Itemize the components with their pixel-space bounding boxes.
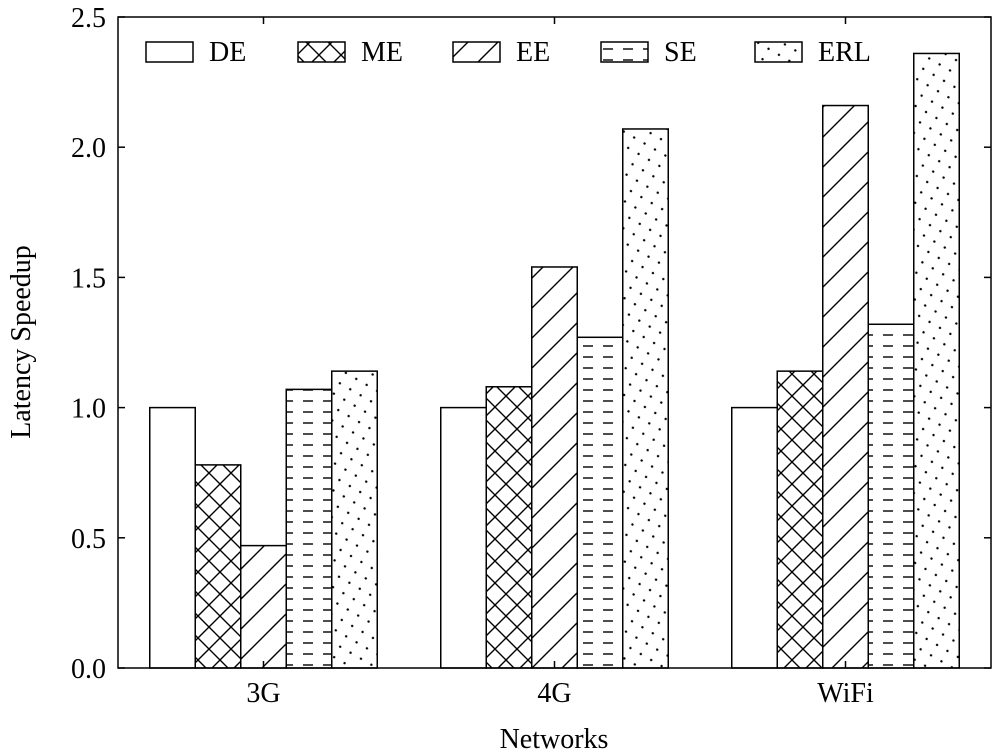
legend-label-de: DE	[209, 37, 246, 68]
y-tick-label: 2.0	[71, 133, 106, 164]
x-tick-label: WiFi	[817, 678, 874, 709]
x-axis-title: Networks	[500, 724, 609, 755]
legend-label-se: SE	[664, 37, 697, 68]
bar-se-4g	[576, 336, 624, 669]
legend-swatch-ee	[452, 41, 501, 63]
y-tick-label: 1.5	[71, 263, 106, 294]
bar-erl-4g	[622, 128, 669, 669]
bar-me-wifi	[776, 370, 824, 669]
legend-swatch-se	[600, 41, 649, 63]
legend-swatch-me	[297, 41, 346, 63]
y-tick-label: 0.5	[71, 524, 106, 555]
y-axis-ticks: 0.0 0.5 1.0 1.5 2.0 2.5	[71, 3, 991, 685]
bar-erl-wifi	[913, 52, 960, 669]
bar-me-3g	[194, 464, 242, 669]
bar-se-3g	[285, 388, 333, 669]
legend: DE ME EE SE ERL	[145, 37, 871, 68]
plot-area	[149, 52, 960, 669]
bar-me-4g	[485, 386, 533, 669]
bar-ee-3g	[240, 544, 287, 669]
bar-de-4g	[440, 406, 487, 669]
bar-de-3g	[149, 406, 196, 669]
legend-swatch-erl	[754, 41, 803, 63]
bar-se-wifi	[867, 323, 915, 669]
x-tick-label: 4G	[537, 678, 571, 709]
legend-swatch-de	[145, 41, 194, 63]
legend-label-me: ME	[361, 37, 403, 68]
bar-ee-4g	[531, 266, 578, 669]
legend-label-erl: ERL	[818, 37, 871, 68]
y-tick-label: 1.0	[71, 394, 106, 425]
y-tick-label: 0.0	[71, 654, 106, 685]
legend-label-ee: EE	[516, 37, 550, 68]
bar-de-wifi	[731, 406, 778, 669]
x-axis-ticks: 3G 4G WiFi	[246, 17, 874, 709]
bar-erl-3g	[331, 370, 378, 669]
y-tick-label: 2.5	[71, 3, 106, 34]
x-tick-label: 3G	[246, 678, 280, 709]
y-axis-title: Latency Speedup	[6, 245, 37, 439]
bar-ee-wifi	[822, 104, 869, 669]
